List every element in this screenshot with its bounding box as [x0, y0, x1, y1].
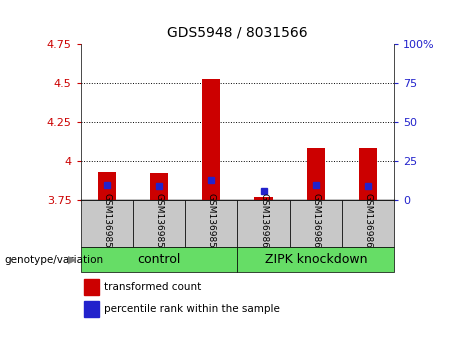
Bar — [307, 148, 325, 200]
Bar — [84, 279, 100, 295]
FancyBboxPatch shape — [133, 200, 185, 247]
FancyBboxPatch shape — [290, 200, 342, 247]
Title: GDS5948 / 8031566: GDS5948 / 8031566 — [167, 26, 308, 40]
Bar — [202, 79, 220, 200]
Text: genotype/variation: genotype/variation — [5, 254, 104, 265]
Bar — [84, 301, 100, 317]
Text: GSM1369858: GSM1369858 — [207, 193, 216, 254]
FancyBboxPatch shape — [237, 247, 394, 272]
FancyBboxPatch shape — [81, 200, 133, 247]
Text: GSM1369864: GSM1369864 — [364, 193, 372, 254]
Bar — [359, 148, 377, 200]
Text: GSM1369857: GSM1369857 — [154, 193, 164, 254]
Text: control: control — [137, 253, 181, 266]
Text: transformed count: transformed count — [104, 282, 201, 292]
Text: GSM1369863: GSM1369863 — [311, 193, 320, 254]
Text: ▶: ▶ — [68, 254, 76, 265]
Text: GSM1369862: GSM1369862 — [259, 193, 268, 254]
Bar — [150, 173, 168, 200]
Text: ZIPK knockdown: ZIPK knockdown — [265, 253, 367, 266]
Bar — [98, 172, 116, 200]
Text: percentile rank within the sample: percentile rank within the sample — [104, 304, 280, 314]
FancyBboxPatch shape — [185, 200, 237, 247]
FancyBboxPatch shape — [81, 247, 237, 272]
Text: GSM1369856: GSM1369856 — [102, 193, 111, 254]
Bar — [254, 196, 272, 200]
FancyBboxPatch shape — [237, 200, 290, 247]
FancyBboxPatch shape — [342, 200, 394, 247]
